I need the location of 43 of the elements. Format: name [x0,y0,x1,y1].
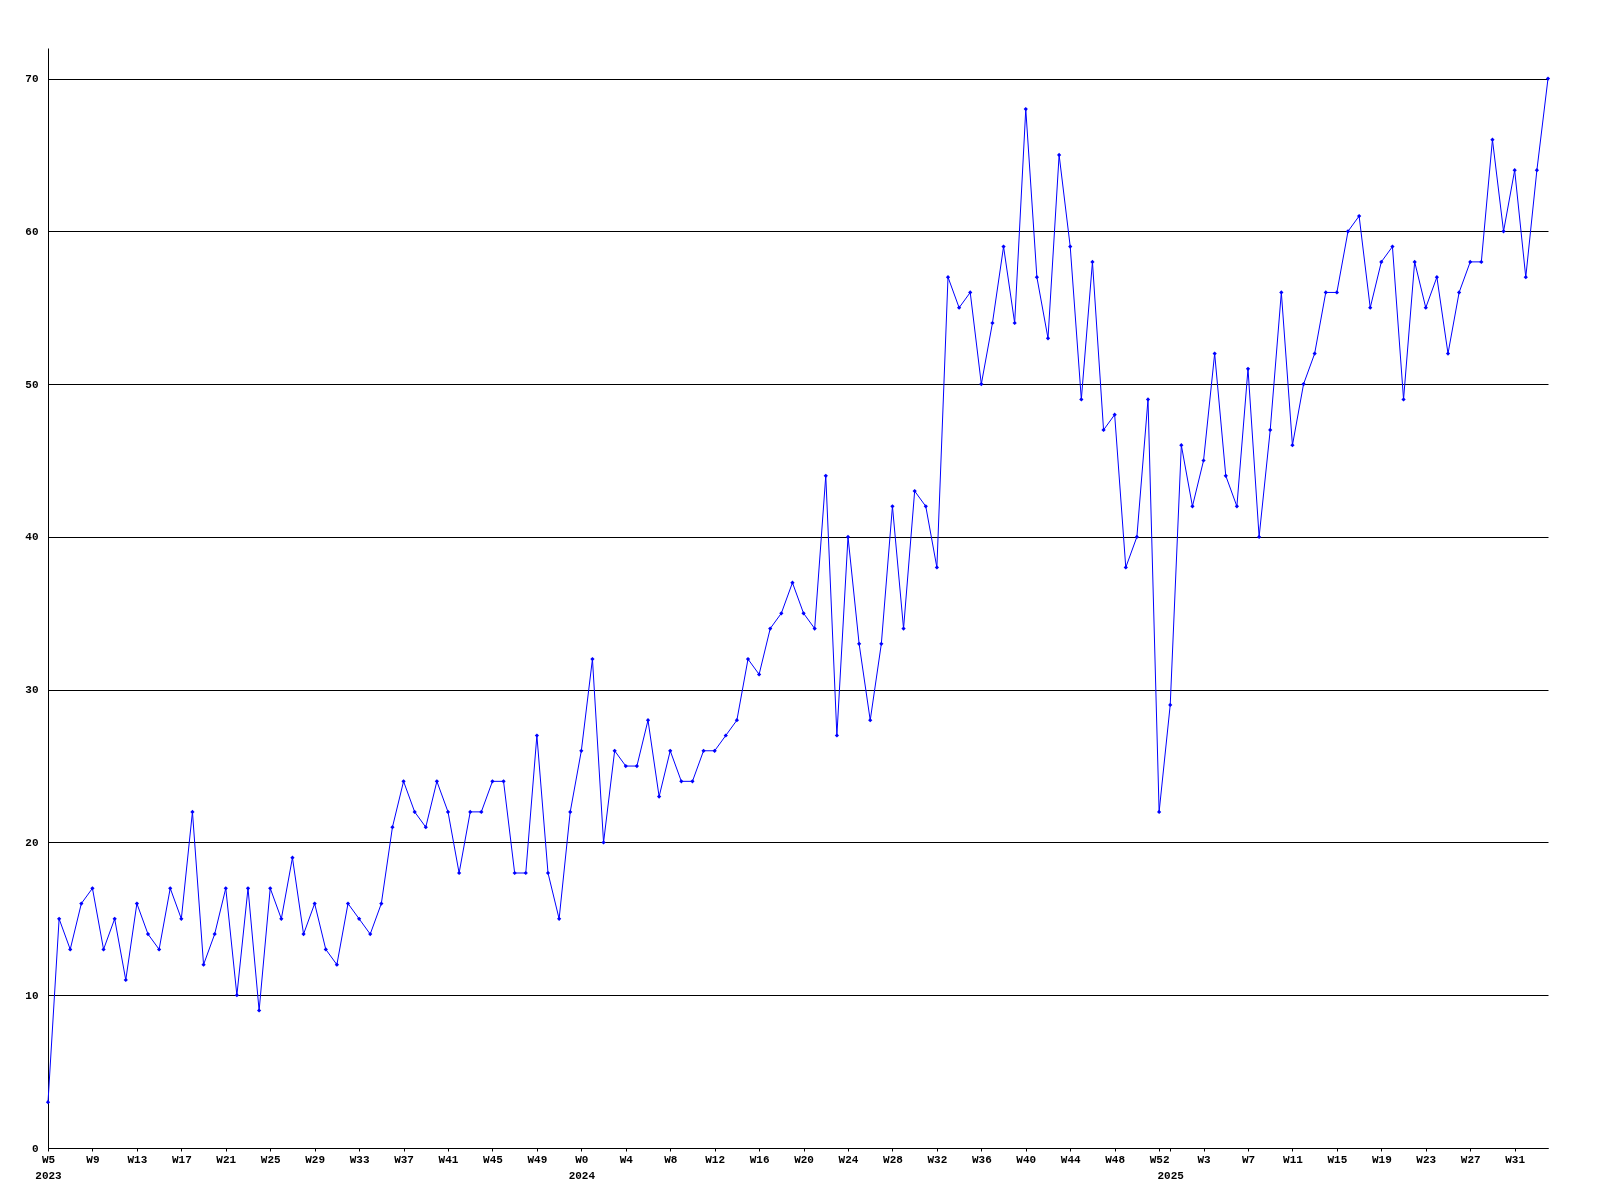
x-tick-label: W11 [1283,1153,1304,1166]
x-tick-label: W4 [619,1153,634,1166]
x-tick-label: W0 2024 [568,1153,596,1182]
x-tick-label: W19 [1371,1153,1392,1166]
x-tick-label: W3 [1197,1153,1212,1166]
x-tick-label: W40 [1016,1153,1037,1166]
y-tick-label: 50 [25,378,39,391]
x-tick-label: W9 [86,1153,100,1166]
y-tick-label: 40 [25,531,39,544]
x-tick-label: W17 [171,1153,192,1166]
x-tick-label: W36 [971,1153,992,1166]
y-tick-label: 20 [25,836,39,849]
x-tick-label: W49 [527,1153,548,1166]
x-tick-label: W24 [838,1153,859,1166]
x-tick-label: W15 [1327,1153,1348,1166]
x-tick-label: W41 [438,1153,459,1166]
y-tick-label: 10 [25,989,39,1002]
x-tick-label: W13 [127,1153,148,1166]
x-tick-label: W52 [1149,1153,1170,1166]
x-tick-label: W21 [216,1153,237,1166]
x-tick-label: W12 [705,1153,726,1166]
x-tick-label: W33 [349,1153,370,1166]
x-tick-label: W7 [1241,1153,1256,1166]
x-tick-label: 2025 [1157,1169,1185,1182]
y-tick-label: 30 [25,684,39,697]
x-tick-label: W5 2023 [35,1153,63,1182]
x-tick-label: W28 [883,1153,904,1166]
x-tick-label: W29 [305,1153,326,1166]
x-tick-label: W27 [1460,1153,1481,1166]
x-tick-label: W48 [1105,1153,1126,1166]
x-tick-label: W32 [927,1153,948,1166]
x-tick-label: W8 [664,1153,678,1166]
x-tick-label: W45 [483,1153,504,1166]
x-tick-label: W37 [394,1153,414,1166]
x-tick-label: W31 [1505,1153,1526,1166]
x-tick-label: W25 [260,1153,282,1166]
x-tick-label: W23 [1416,1153,1437,1166]
x-tick-label: W16 [749,1153,770,1166]
y-tick-label: 60 [25,225,39,238]
x-tick-label: W44 [1060,1153,1082,1166]
y-tick-label: 0 [31,1142,39,1155]
x-tick-label: W20 [794,1153,814,1166]
y-tick-label: 70 [25,73,39,86]
